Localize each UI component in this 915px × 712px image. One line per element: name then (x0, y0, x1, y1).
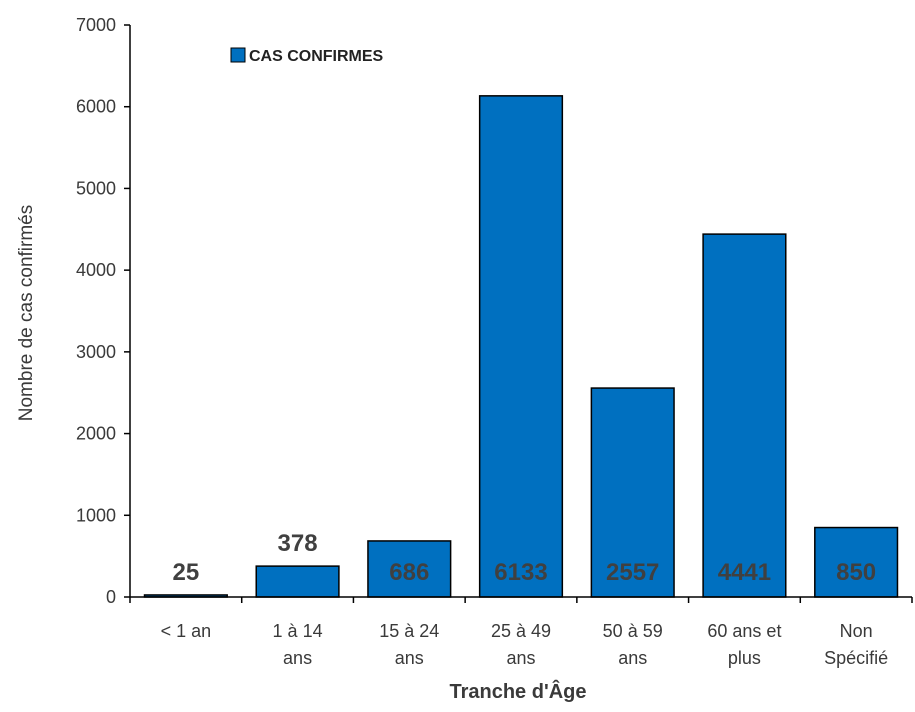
x-category-label: ans (618, 648, 647, 668)
legend-label: CAS CONFIRMES (249, 48, 384, 65)
data-label: 850 (836, 559, 876, 586)
axes (129, 25, 912, 598)
bar (478, 95, 564, 598)
data-label: 2557 (606, 559, 659, 586)
y-tick-label: 3000 (76, 342, 116, 362)
x-category-label: < 1 an (161, 621, 212, 641)
y-tick-label: 5000 (76, 178, 116, 198)
bar (255, 565, 340, 598)
data-label: 686 (389, 559, 429, 586)
data-label: 378 (278, 530, 318, 557)
y-tick-label: 0 (106, 587, 116, 607)
x-category-label: 1 à 14 (273, 621, 323, 641)
bar (814, 526, 899, 598)
y-axis-title: Nombre de cas confirmés (16, 205, 37, 421)
y-tick-label: 2000 (76, 424, 116, 444)
y-axis-title-group: Nombre de cas confirmés (16, 205, 37, 421)
data-labels: 25 378 686 6133 2557 4441 850 (173, 530, 877, 586)
y-tick-label: 6000 (76, 97, 116, 117)
data-label: 25 (173, 559, 200, 586)
bar (702, 233, 787, 598)
legend: CAS CONFIRMES (230, 47, 384, 65)
x-category-label: plus (728, 648, 761, 668)
bar (590, 387, 675, 598)
x-category-label: 25 à 49 (491, 621, 551, 641)
x-category-label: Spécifié (824, 648, 888, 668)
y-axis: 0 1000 2000 3000 4000 5000 6000 7000 (76, 15, 130, 607)
legend-swatch (230, 47, 246, 63)
x-category-label: ans (506, 648, 535, 668)
x-category-label: 15 à 24 (379, 621, 439, 641)
y-tick-label: 4000 (76, 260, 116, 280)
x-axis-title: Tranche d'Âge (449, 679, 586, 703)
bars (143, 95, 899, 598)
y-tick-label: 1000 (76, 505, 116, 525)
y-tick-label: 7000 (76, 15, 116, 35)
x-category-label: Non (840, 621, 873, 641)
data-label: 6133 (494, 559, 547, 586)
x-category-label: ans (395, 648, 424, 668)
x-axis-labels: < 1 an 1 à 14 ans 15 à 24 ans 25 à 49 ans 50 à … (129, 597, 913, 668)
x-category-label: 50 à 59 (603, 621, 663, 641)
data-label: 4441 (718, 559, 771, 586)
x-category-label: ans (283, 648, 312, 668)
x-category-label: 60 ans et (707, 621, 781, 641)
